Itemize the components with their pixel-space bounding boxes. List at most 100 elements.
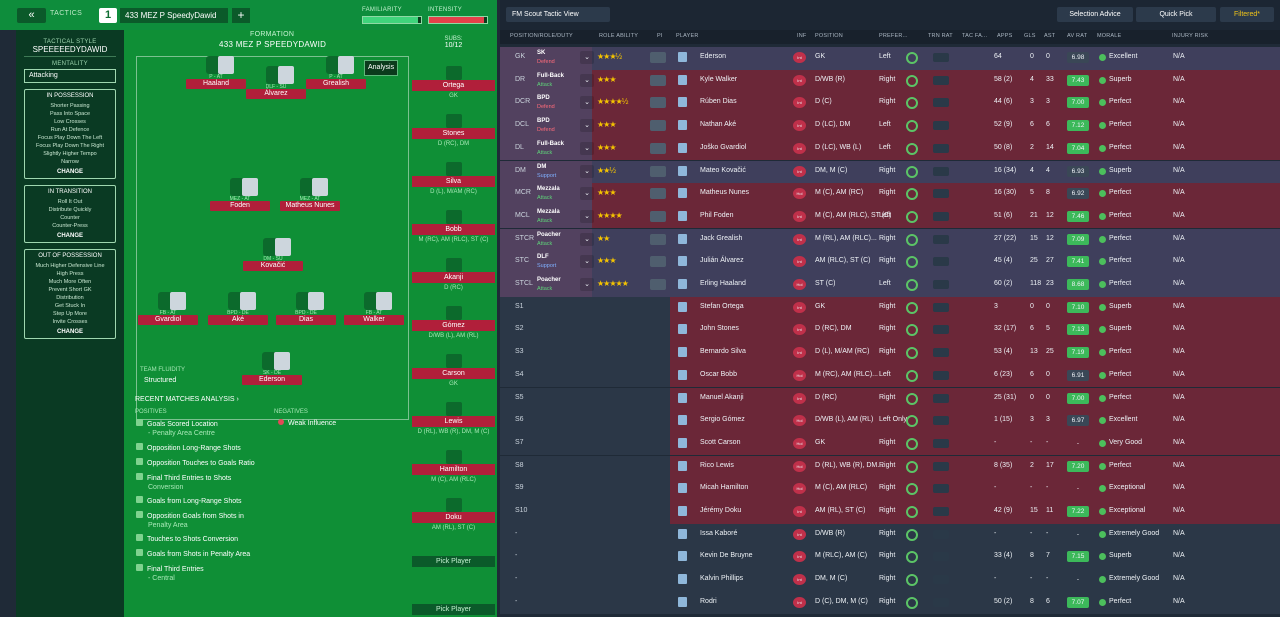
chevron-down-icon[interactable]: ⌄ [580, 209, 594, 223]
chevron-down-icon[interactable]: ⌄ [580, 96, 594, 110]
table-row[interactable]: Int S10 Jérémy Doku AM (RL), ST (C) Right 42 … [500, 501, 1280, 524]
column-header[interactable]: PREFER... [879, 33, 908, 39]
player-slot[interactable]: P - AT Grealish [304, 56, 368, 90]
player-name[interactable]: Walker [344, 315, 404, 325]
player-name[interactable]: Haaland [186, 79, 246, 89]
sub-slot[interactable]: Ortega GK [410, 66, 497, 110]
player-name[interactable]: Manuel Akanji [700, 393, 744, 401]
out-of-possession-change-button[interactable]: CHANGE [56, 329, 83, 335]
column-header[interactable]: TRN RAT [928, 33, 953, 39]
player-name[interactable]: Jack Grealish [700, 234, 743, 242]
pi-icon[interactable] [650, 233, 666, 245]
player-slot[interactable]: BPD - DE Dias [274, 292, 338, 326]
column-header[interactable]: PI [657, 33, 663, 39]
row-role[interactable]: BPD [537, 118, 550, 125]
column-header[interactable]: GLS [1024, 33, 1036, 39]
player-name[interactable]: Joško Gvardiol [700, 143, 747, 151]
player-name[interactable]: Grealish [306, 79, 366, 89]
player-slot[interactable]: FB - AT Walker [342, 292, 406, 326]
sub-name[interactable]: Carson [412, 368, 495, 379]
pi-icon[interactable] [650, 188, 666, 200]
chevron-down-icon[interactable]: ⌄ [580, 141, 594, 155]
player-name[interactable]: Ederson [700, 53, 727, 60]
row-role[interactable]: DLF [537, 254, 549, 261]
table-row[interactable]: Int - Issa Kaboré D/WB (R) Right - - - Extremely… [500, 523, 1280, 547]
player-slot[interactable]: DLF - SU Álvarez [244, 66, 308, 100]
pi-icon[interactable] [650, 279, 666, 290]
table-row[interactable]: Hol S6 Sergio Gómez D/WB (L), AM (RL) Left O… [500, 410, 1280, 433]
sub-name[interactable]: Doku [412, 512, 495, 523]
player-name[interactable]: Rúben Dias [700, 98, 737, 106]
player-name[interactable]: Álvarez [246, 89, 306, 99]
table-row[interactable]: Int - Rodri D (C), DM, M (C) Right 50 (2) 8 6 Pe… [500, 591, 1280, 615]
table-row[interactable]: Int S2 John Stones D (RC), DM Right 32 (17) 6 5… [500, 319, 1280, 342]
row-role[interactable]: Poacher [537, 231, 561, 238]
table-row[interactable]: ⌄ Int DCR BPD Defend ★★★★½ Rúben Dias D (C) Righ… [500, 92, 1280, 115]
row-role[interactable]: Mezzala [537, 208, 560, 215]
table-row[interactable]: ⌄ Int DM DM Support ★★½ Mateo Kovačić DM, M (C)… [500, 160, 1280, 183]
tactic-number[interactable]: 1 [99, 8, 117, 23]
chevron-down-icon[interactable]: ⌄ [580, 278, 594, 291]
table-row[interactable]: Int S1 Stefan Ortega GK Right 3 0 0 Superb N/A 7.1… [500, 296, 1280, 320]
table-row[interactable]: ⌄ Hol STCL Poacher Attack ★★★★★ Erling Haaland… [500, 274, 1280, 297]
selection-advice-button[interactable]: Selection Advice [1057, 7, 1133, 22]
player-name[interactable]: Foden [210, 201, 270, 211]
chevron-down-icon[interactable]: ⌄ [580, 255, 594, 269]
table-row[interactable]: Hol S9 Micah Hamilton M (C), AM (RLC) Right -… [500, 478, 1280, 501]
player-name[interactable]: Aké [208, 315, 268, 325]
column-header[interactable]: INF [797, 33, 807, 39]
chevron-down-icon[interactable]: ⌄ [580, 73, 594, 87]
view-selector[interactable]: FM Scout Tactic View [506, 7, 610, 22]
player-name[interactable]: Stefan Ortega [700, 302, 744, 310]
sub-name[interactable]: Silva [412, 176, 495, 187]
chevron-down-icon[interactable]: ⌄ [580, 232, 594, 246]
player-slot[interactable]: FB - AT Gvardiol [136, 292, 200, 326]
player-name[interactable]: Kalvin Phillips [700, 575, 744, 583]
player-slot[interactable]: BPD - DE Aké [206, 292, 270, 326]
sub-slot[interactable]: Hamilton M (C), AM (RLC) [410, 450, 497, 494]
player-name[interactable]: Matheus Nunes [700, 189, 750, 197]
sub-slot[interactable]: Stones D (RC), DM [410, 114, 497, 158]
column-header[interactable]: POSITION [815, 33, 843, 39]
player-name[interactable]: Kyle Walker [700, 75, 738, 83]
player-name[interactable]: Rico Lewis [700, 461, 734, 469]
player-name[interactable]: Mateo Kovačić [700, 166, 746, 174]
player-slot[interactable]: MEZ - AT Foden [208, 178, 272, 212]
row-role[interactable]: Full-Back [537, 140, 565, 147]
pi-icon[interactable] [650, 142, 666, 154]
in-possession-change-button[interactable]: CHANGE [56, 169, 83, 175]
sub-slot[interactable]: Doku AM (RL), ST (C) [410, 498, 497, 542]
column-header[interactable]: APPS [997, 33, 1013, 39]
filter-button[interactable]: Filtered* [1220, 7, 1274, 22]
chevron-down-icon[interactable]: ⌄ [580, 51, 594, 64]
tactic-selector[interactable]: 433 MEZ P SpeedyDawid [120, 8, 228, 23]
sub-slot[interactable]: Gómez D/WB (L), AM (RL) [410, 306, 497, 350]
pi-icon[interactable] [650, 74, 666, 86]
column-header[interactable]: POSITION/ROLE/DUTY [510, 33, 573, 39]
column-header[interactable]: PLAYER [676, 33, 699, 39]
mentality-dropdown[interactable]: Attacking [24, 69, 116, 83]
player-name[interactable]: John Stones [700, 325, 739, 333]
column-header[interactable]: ROLE ABILITY [599, 33, 639, 39]
player-name[interactable]: Oscar Bobb [700, 370, 737, 378]
sub-name[interactable]: Hamilton [412, 464, 495, 475]
table-row[interactable]: ⌄ Int GK SK Defend ★★★½ Ederson GK Left 64 0 0 Excel… [500, 47, 1280, 70]
add-tactic-button[interactable]: + [232, 8, 250, 23]
chevron-down-icon[interactable]: ⌄ [580, 164, 594, 178]
player-name[interactable]: Rodri [700, 597, 717, 605]
player-slot[interactable]: DM - SU Kovačić [241, 238, 305, 272]
pi-icon[interactable] [650, 52, 666, 63]
formation-name[interactable]: 433 MEZ P SPEEDYDAWID [219, 40, 327, 49]
recent-matches-title[interactable]: RECENT MATCHES ANALYSIS › [135, 396, 239, 403]
table-row[interactable]: Hol S4 Oscar Bobb M (RC), AM (RLC)... Left 6 … [500, 364, 1280, 388]
pick-player-button[interactable]: Pick Player [412, 556, 495, 567]
table-row[interactable]: Int S5 Manuel Akanji D (RC) Right 25 (31) 0 0 Pe… [500, 387, 1280, 410]
player-name[interactable]: Kovačić [243, 261, 303, 271]
pi-icon[interactable] [650, 210, 666, 222]
row-role[interactable]: Mezzala [537, 186, 560, 193]
player-name[interactable]: Bernardo Silva [700, 348, 746, 356]
sub-name[interactable]: Akanji [412, 272, 495, 283]
column-header[interactable]: MORALE [1097, 33, 1122, 39]
row-role[interactable]: BPD [537, 95, 550, 102]
sub-slot[interactable]: Carson GK [410, 354, 497, 398]
